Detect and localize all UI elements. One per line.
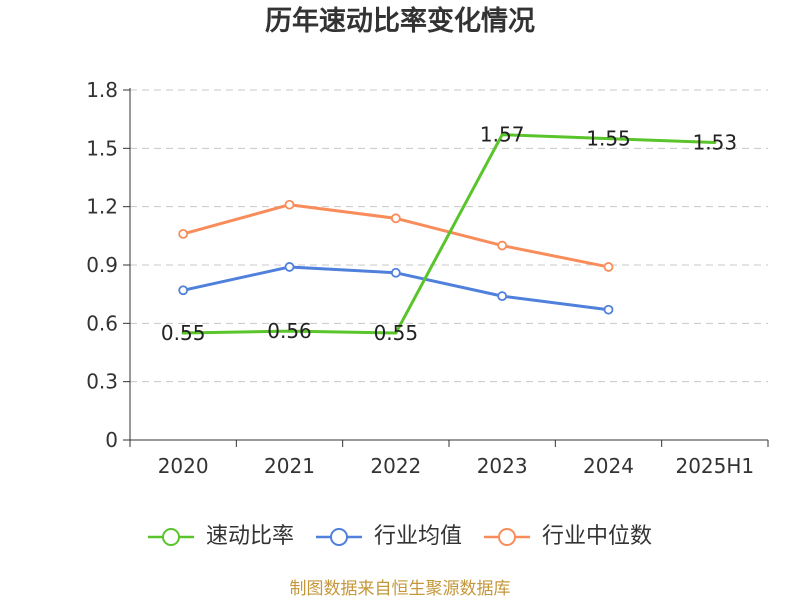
x-tick-label: 2021: [264, 454, 315, 478]
data-point: [497, 291, 508, 302]
series-3: [178, 199, 614, 272]
x-tick-label: 2024: [583, 454, 634, 478]
x-tick-label: 2023: [477, 454, 528, 478]
data-label: 0.55: [374, 321, 419, 345]
grid-lines: [130, 89, 768, 383]
data-label: 1.57: [480, 123, 525, 147]
axes: 0 0.3 0.6 0.9 1.2 1.5 1.8 2020 2021 2022 2023 2024 2…: [86, 78, 769, 478]
data-point: [603, 304, 614, 315]
data-point: [284, 262, 295, 272]
series-group: [178, 133, 717, 335]
legend-item-industry-average[interactable]: 行业均值: [315, 521, 462, 553]
series-2: [178, 262, 614, 315]
source-note: 制图数据来自恒生聚源数据库: [289, 579, 511, 599]
y-tick-label: 0.6: [86, 311, 118, 335]
chart-title: 历年速动比率变化情况: [265, 6, 535, 37]
series-1: [181, 133, 717, 335]
legend-label-industry-average: 行业均值: [373, 524, 462, 549]
legend-label-quick-ratio: 速动比率: [205, 524, 294, 549]
chart-legend: 速动比率 行业均值 行业中位数: [0, 521, 800, 553]
data-labels: 0.55 0.56 0.55 1.57 1.55 1.53: [161, 123, 737, 345]
data-point: [603, 262, 614, 272]
legend-line-circle-icon: [147, 528, 194, 546]
y-tick-label: 0: [105, 428, 118, 452]
data-label: 0.55: [161, 321, 206, 345]
data-point: [390, 267, 401, 278]
data-label: 1.55: [586, 127, 631, 151]
legend-line-circle-icon: [484, 528, 530, 546]
series-line: [181, 133, 717, 335]
y-tick-label: 1.5: [86, 136, 118, 160]
y-tick-label: 0.3: [86, 370, 118, 394]
legend-line-circle-icon: [315, 528, 362, 546]
legend-item-industry-median[interactable]: 行业中位数: [484, 521, 652, 553]
data-label: 0.56: [267, 319, 312, 343]
x-tick-label: 2022: [370, 454, 421, 478]
legend-label-industry-median: 行业中位数: [542, 524, 653, 549]
data-point: [497, 240, 508, 251]
x-tick-label: 2025H1: [675, 454, 754, 478]
line-chart: 0 0.3 0.6 0.9 1.2 1.5 1.8 2020 2021 2022 2023 2024 2…: [86, 78, 769, 478]
legend-item-quick-ratio[interactable]: 速动比率: [147, 521, 294, 553]
data-point: [178, 285, 189, 296]
data-point: [284, 199, 295, 210]
data-point: [178, 228, 189, 239]
y-tick-label: 1.2: [86, 195, 118, 219]
y-tick-label: 1.8: [86, 78, 118, 102]
data-point: [390, 213, 401, 224]
data-label: 1.53: [693, 131, 738, 155]
y-tick-label: 0.9: [86, 253, 118, 277]
x-tick-label: 2020: [158, 454, 209, 478]
